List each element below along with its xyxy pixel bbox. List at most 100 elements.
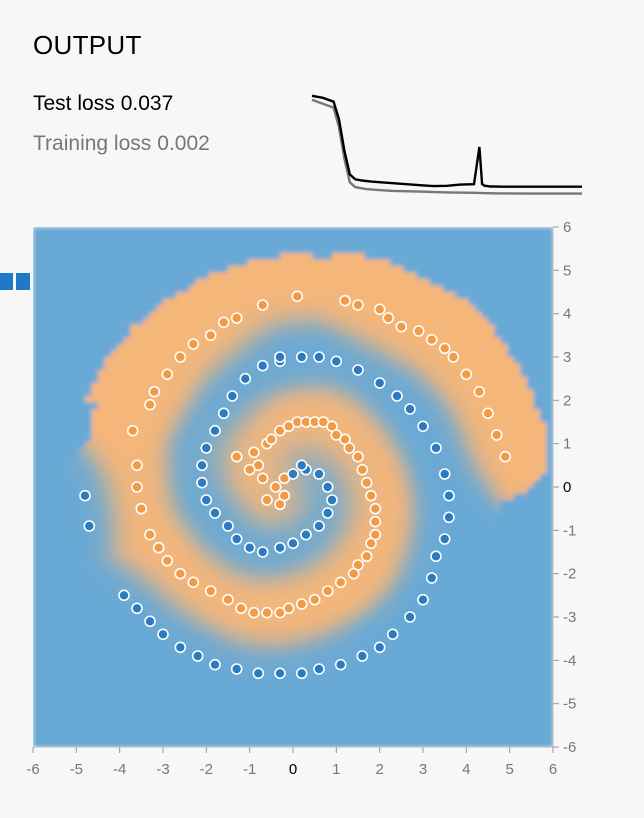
x-tick-label: -4 — [113, 761, 126, 778]
point-orange — [230, 450, 243, 463]
y-tick-label: 3 — [563, 349, 571, 366]
point-orange — [152, 541, 165, 554]
y-tick-label: 4 — [563, 306, 571, 323]
point-orange — [360, 550, 373, 563]
point-blue — [174, 641, 187, 654]
point-blue — [430, 442, 442, 454]
point-blue — [430, 550, 442, 563]
point-orange — [365, 489, 377, 502]
point-orange — [473, 385, 486, 398]
point-blue — [217, 407, 230, 420]
point-blue — [356, 650, 369, 662]
point-blue — [131, 602, 143, 615]
point-orange — [131, 481, 143, 493]
point-orange — [126, 424, 139, 437]
point-blue — [313, 663, 325, 675]
point-orange — [460, 368, 473, 381]
point-orange — [278, 489, 291, 502]
point-blue — [196, 476, 208, 489]
point-orange — [230, 312, 243, 324]
y-tick-label: -6 — [563, 739, 576, 756]
point-blue — [200, 494, 213, 506]
x-tick-label: -2 — [200, 761, 213, 778]
point-orange — [274, 606, 286, 619]
point-orange — [161, 554, 174, 567]
point-orange — [256, 472, 269, 485]
point-blue — [438, 468, 451, 480]
point-blue — [157, 628, 169, 641]
point-blue — [118, 589, 130, 602]
training-loss-value: 0.002 — [157, 132, 210, 155]
hidden-neuron-link — [0, 273, 30, 290]
heatmap — [33, 227, 553, 747]
point-orange — [135, 502, 148, 515]
point-blue — [274, 667, 286, 680]
point-orange — [356, 463, 369, 476]
y-tick-label: -5 — [563, 696, 576, 713]
y-axis: 6 5 4 3 2 1 0 -1 -2 -3 -4 -5 -6 — [552, 219, 576, 756]
x-axis: -6 -5 -4 -3 -2 -1 0 1 2 3 4 5 6 — [26, 746, 557, 778]
point-orange — [235, 602, 247, 615]
point-blue — [274, 351, 286, 363]
point-orange — [447, 351, 460, 363]
x-tick-label: 2 — [375, 761, 383, 778]
point-orange — [291, 290, 304, 303]
x-tick-label: -6 — [26, 761, 39, 778]
point-blue — [330, 355, 343, 368]
point-orange — [438, 342, 451, 355]
point-orange — [321, 585, 334, 597]
y-tick-label: 0 — [563, 479, 571, 496]
point-orange — [373, 303, 386, 316]
point-orange — [161, 368, 174, 381]
point-blue — [417, 593, 429, 606]
loss-line-test-loss — [311, 94, 582, 188]
point-blue — [200, 442, 213, 454]
point-blue — [404, 403, 416, 415]
point-orange — [352, 299, 364, 311]
x-tick-label: 4 — [462, 761, 470, 778]
x-tick-label: -3 — [156, 761, 169, 778]
y-tick-label: -3 — [563, 609, 576, 626]
point-orange — [369, 502, 382, 515]
point-blue — [256, 546, 269, 558]
x-tick-label: 3 — [419, 761, 427, 778]
point-orange — [187, 338, 200, 350]
point-blue — [230, 663, 243, 675]
point-blue — [373, 377, 386, 389]
point-blue — [196, 459, 208, 472]
point-orange — [248, 446, 260, 459]
point-orange — [174, 351, 187, 363]
point-orange — [490, 429, 503, 441]
point-blue — [243, 541, 256, 554]
y-tick-label: 2 — [563, 392, 571, 409]
x-tick-label: -1 — [243, 761, 256, 778]
x-tick-label: -5 — [70, 761, 83, 778]
point-blue — [313, 468, 325, 480]
y-tick-label: 1 — [563, 436, 571, 453]
point-orange — [395, 320, 408, 333]
point-orange — [204, 585, 217, 597]
point-blue — [209, 658, 221, 671]
point-blue — [326, 494, 338, 506]
y-tick-label: -1 — [563, 522, 576, 539]
point-orange — [248, 606, 260, 619]
point-orange — [222, 593, 234, 606]
point-blue — [300, 528, 312, 541]
point-blue — [230, 533, 243, 545]
y-tick-label: -4 — [563, 652, 576, 669]
point-blue — [443, 489, 455, 502]
point-blue — [352, 364, 364, 376]
point-blue — [391, 390, 403, 402]
point-blue — [209, 507, 221, 519]
point-orange — [412, 325, 425, 337]
training-loss-label: Training loss — [33, 132, 152, 155]
decision-boundary-chart: -6 -5 -4 -3 -2 -1 0 1 2 3 4 5 6 6 5 4 3 2 1 0 -1 -2 -3 -4 -5 -6 — [26, 219, 576, 778]
point-orange — [217, 316, 230, 329]
point-orange — [382, 312, 395, 324]
point-blue — [252, 667, 265, 680]
point-orange — [369, 515, 382, 528]
training-loss: Training loss 0.002 — [33, 132, 210, 156]
point-blue — [79, 489, 91, 502]
x-tick-label: 5 — [505, 761, 513, 778]
point-blue — [321, 507, 334, 519]
